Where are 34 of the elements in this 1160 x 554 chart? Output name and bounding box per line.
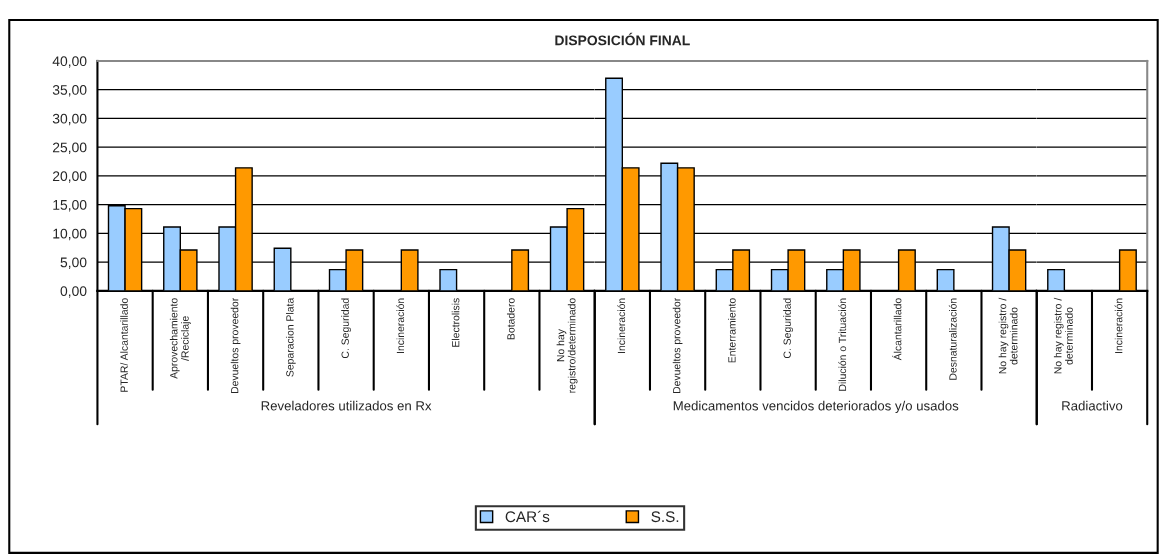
- y-tick-label: 0,00: [60, 286, 87, 298]
- x-tick-label: No hay registro / determinado: [998, 297, 1018, 374]
- x-tick-label: Incineración: [617, 298, 626, 353]
- x-tick-label: Desnaturalización: [948, 298, 957, 380]
- y-tick-label: 30,00: [52, 113, 87, 126]
- x-tick-label: Electrolisis: [451, 298, 460, 347]
- x-tick-label: Botadero: [506, 298, 515, 340]
- x-tick-label: Incineración: [396, 298, 405, 353]
- x-tick-label: Dilución o Trituación: [838, 298, 847, 391]
- x-tick-label: Devueltos proveedor: [230, 297, 241, 394]
- x-tick-label: Álcantarillado: [892, 298, 902, 361]
- y-tick-label: 10,00: [53, 228, 87, 241]
- y-tick-label: 25,00: [52, 142, 87, 154]
- x-tick-label: No hay registro/determinado: [556, 298, 578, 393]
- y-tick-label: 40,00: [52, 56, 87, 68]
- x-axis-title: Reveladores utilizados en Rx: [261, 400, 432, 411]
- x-axis-title: Medicamentos vencidos deteriorados y/o usados: [673, 400, 959, 414]
- legend-label: S.S.: [651, 511, 679, 523]
- x-tick-label: Separacion Plata: [285, 297, 296, 377]
- y-tick-label: 5,00: [60, 257, 87, 269]
- y-tick-label: 20,00: [52, 171, 87, 183]
- y-tick-label: 15,00: [53, 199, 87, 212]
- x-tick-label: Enterramiento: [727, 298, 736, 363]
- y-tick-label: 35,00: [52, 85, 87, 97]
- x-tick-label: PTAR/ Alcantarillado: [120, 298, 128, 392]
- x-tick-label: Aprovechamiento /Reciclaje: [169, 298, 191, 379]
- x-tick-label: C. Seguridad: [341, 298, 351, 359]
- x-tick-label: C. Seguridad: [783, 298, 793, 359]
- x-tick-label: Incineración: [1114, 298, 1123, 353]
- legend-label: CAR´s: [505, 510, 550, 523]
- text: DISPOSICIÓN FINAL: [555, 32, 690, 46]
- x-tick-label: No hay registro / determinado: [1053, 297, 1073, 374]
- x-tick-label: Devueltos proveedor: [672, 297, 683, 394]
- x-axis-title: Radiactivo: [1062, 400, 1123, 411]
